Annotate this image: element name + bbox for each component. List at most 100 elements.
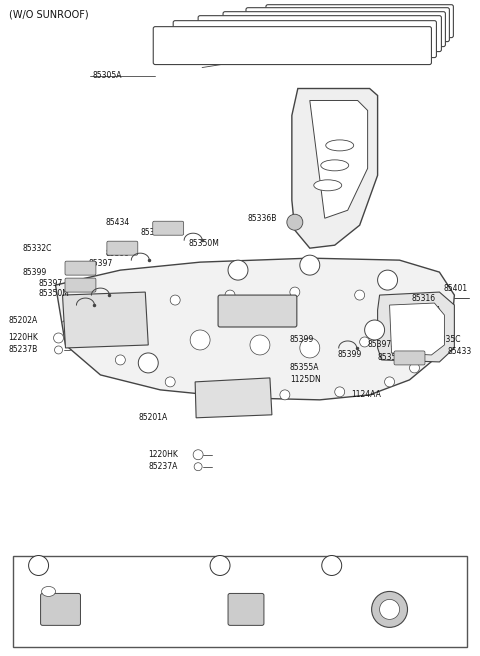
Text: 1125DN: 1125DN <box>290 375 321 384</box>
Polygon shape <box>62 292 148 348</box>
Circle shape <box>360 337 370 347</box>
Text: a: a <box>146 358 151 367</box>
Text: 85397: 85397 <box>88 258 113 268</box>
Text: 85201A: 85201A <box>138 413 168 422</box>
FancyBboxPatch shape <box>246 8 449 41</box>
Circle shape <box>287 215 303 230</box>
Text: 85235: 85235 <box>232 561 260 570</box>
FancyBboxPatch shape <box>218 295 297 327</box>
Polygon shape <box>56 258 455 400</box>
Circle shape <box>75 305 85 315</box>
Polygon shape <box>195 378 272 418</box>
Text: 85237A: 85237A <box>148 462 178 471</box>
Circle shape <box>355 290 365 300</box>
Circle shape <box>220 387 230 397</box>
Text: 85305E: 85305E <box>354 26 383 35</box>
Ellipse shape <box>326 140 354 151</box>
Circle shape <box>190 330 210 350</box>
Text: 92890A: 92890A <box>110 609 137 615</box>
Text: 85305B: 85305B <box>280 51 309 60</box>
Text: 85332C: 85332C <box>23 243 52 253</box>
Text: c: c <box>385 276 390 285</box>
Text: 85317: 85317 <box>375 561 404 570</box>
Text: 85401: 85401 <box>444 283 468 293</box>
Circle shape <box>424 315 434 325</box>
FancyBboxPatch shape <box>41 594 81 625</box>
Text: 85335C: 85335C <box>432 335 461 344</box>
Text: 85355A: 85355A <box>290 363 319 373</box>
Text: 85237B: 85237B <box>9 346 38 354</box>
Circle shape <box>300 255 320 275</box>
Text: 85350L: 85350L <box>378 354 406 362</box>
Text: 85305D: 85305D <box>331 34 361 43</box>
Text: (W/O SUNROOF): (W/O SUNROOF) <box>9 10 88 20</box>
Circle shape <box>424 340 434 350</box>
Circle shape <box>210 556 230 575</box>
Polygon shape <box>292 89 378 248</box>
Circle shape <box>365 320 384 340</box>
Text: 85305F: 85305F <box>377 18 405 27</box>
Circle shape <box>194 462 202 471</box>
Circle shape <box>322 556 342 575</box>
Polygon shape <box>390 303 444 355</box>
Text: 85202A: 85202A <box>9 316 38 325</box>
FancyBboxPatch shape <box>173 20 436 58</box>
FancyBboxPatch shape <box>266 5 454 37</box>
Text: 85350M: 85350M <box>188 239 219 248</box>
Circle shape <box>170 295 180 305</box>
Ellipse shape <box>321 160 348 171</box>
FancyBboxPatch shape <box>153 221 184 236</box>
Text: 1124AA: 1124AA <box>411 306 442 314</box>
Circle shape <box>300 338 320 358</box>
Ellipse shape <box>314 180 342 191</box>
Polygon shape <box>310 100 368 218</box>
Circle shape <box>225 290 235 300</box>
Circle shape <box>290 287 300 297</box>
Text: 85336B: 85336B <box>248 214 277 223</box>
FancyBboxPatch shape <box>107 241 138 255</box>
Text: 85305C: 85305C <box>305 43 334 52</box>
Circle shape <box>335 387 345 397</box>
Circle shape <box>384 377 395 387</box>
FancyBboxPatch shape <box>65 278 96 292</box>
Text: 85350M: 85350M <box>38 289 70 298</box>
FancyBboxPatch shape <box>153 27 432 64</box>
Text: c: c <box>330 561 334 570</box>
Text: 85397: 85397 <box>38 279 63 287</box>
Text: 85399: 85399 <box>140 228 165 237</box>
Text: 85397A: 85397A <box>368 340 397 350</box>
Circle shape <box>372 592 408 627</box>
Circle shape <box>228 260 248 280</box>
Text: 85305A: 85305A <box>93 71 122 80</box>
Circle shape <box>403 300 412 310</box>
Text: 1220HK: 1220HK <box>9 333 38 342</box>
Text: 85434: 85434 <box>106 218 130 227</box>
Circle shape <box>165 377 175 387</box>
Text: 1124AA: 1124AA <box>352 390 382 400</box>
Text: 85399: 85399 <box>338 350 362 359</box>
Text: c: c <box>372 325 377 335</box>
Circle shape <box>250 335 270 355</box>
FancyBboxPatch shape <box>65 261 96 275</box>
Bar <box>12 556 468 647</box>
Text: c: c <box>308 260 312 270</box>
FancyBboxPatch shape <box>223 12 445 47</box>
Text: b: b <box>217 561 223 570</box>
Text: 85399: 85399 <box>23 268 47 277</box>
Circle shape <box>55 346 62 354</box>
Circle shape <box>85 330 96 340</box>
Circle shape <box>378 270 397 290</box>
Text: c: c <box>236 266 240 275</box>
Circle shape <box>115 355 125 365</box>
FancyBboxPatch shape <box>228 594 264 625</box>
Text: 85399: 85399 <box>290 335 314 344</box>
Circle shape <box>409 363 420 373</box>
FancyBboxPatch shape <box>394 351 425 365</box>
Circle shape <box>54 333 63 343</box>
Text: 85433: 85433 <box>447 348 472 356</box>
Circle shape <box>255 340 265 350</box>
Text: 18641E: 18641E <box>83 594 109 600</box>
Polygon shape <box>378 292 455 362</box>
Text: a: a <box>36 561 41 570</box>
Text: 85316: 85316 <box>411 294 436 302</box>
